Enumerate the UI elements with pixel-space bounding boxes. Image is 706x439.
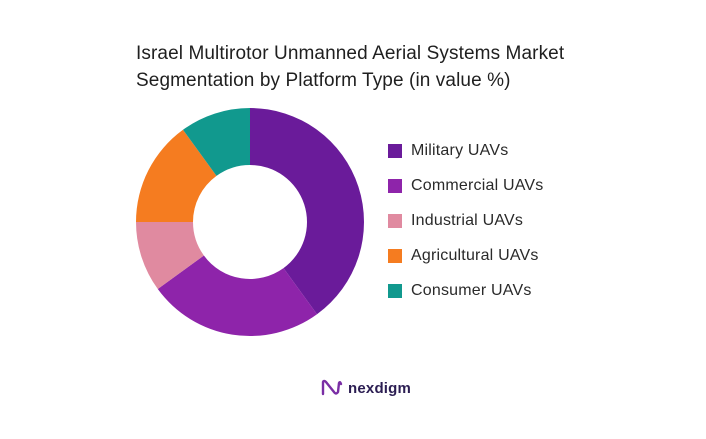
legend-swatch xyxy=(388,283,402,298)
brand-name: nexdigm xyxy=(348,379,412,397)
legend-swatch xyxy=(388,178,402,193)
chart-title: Israel Multirotor Unmanned Aerial System… xyxy=(136,40,616,94)
donut-slice-commercial-uavs xyxy=(157,255,318,336)
donut-slice-consumer-uavs xyxy=(182,107,250,176)
nexdigm-logo-icon xyxy=(321,379,343,396)
legend-item: Agricultural UAVs xyxy=(388,238,544,273)
legend-label: Consumer UAVs xyxy=(411,281,532,299)
legend-swatch xyxy=(388,143,402,158)
donut-slice-industrial-uavs xyxy=(136,222,204,290)
chart-legend: Military UAVs Commercial UAVs Industrial U… xyxy=(388,133,544,308)
brand-logo: nexdigm xyxy=(320,378,411,398)
legend-label: Commercial UAVs xyxy=(411,176,544,194)
legend-label: Agricultural UAVs xyxy=(411,246,539,264)
legend-label: Industrial UAVs xyxy=(411,211,524,229)
legend-swatch xyxy=(388,248,402,263)
chart-title-line-2: Segmentation by Platform Type (in value … xyxy=(136,70,511,91)
legend-item: Consumer UAVs xyxy=(388,273,544,308)
legend-swatch xyxy=(388,213,402,228)
legend-item: Military UAVs xyxy=(388,133,544,168)
legend-item: Industrial UAVs xyxy=(388,203,544,238)
donut-slice-agricultural-uavs xyxy=(136,129,217,222)
legend-item: Commercial UAVs xyxy=(388,168,544,203)
chart-title-line-1: Israel Multirotor Unmanned Aerial System… xyxy=(136,43,565,64)
donut-slice-military-uavs xyxy=(250,108,364,315)
legend-label: Military UAVs xyxy=(411,141,509,159)
